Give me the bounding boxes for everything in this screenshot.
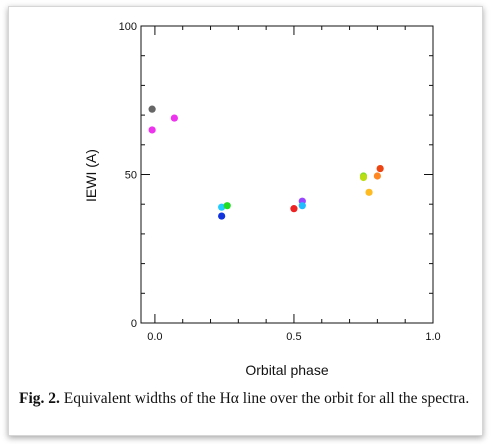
data-point xyxy=(298,202,306,210)
scatter-chart: 0.0 0.5 1.0 0 50 100 Orbital phase IEWI (A) xyxy=(83,21,441,378)
caption-text: Equivalent widths of the Hα line over th… xyxy=(59,390,470,407)
data-point xyxy=(223,202,231,210)
data-point xyxy=(218,203,226,211)
plot-frame xyxy=(140,25,434,324)
x-tick-label: 1.0 xyxy=(425,331,440,343)
data-point xyxy=(290,205,298,213)
data-point xyxy=(148,126,156,134)
caption-label: Fig. 2. xyxy=(19,390,60,407)
figure-card: 0.0 0.5 1.0 0 50 100 Orbital phase IEWI (A) F… xyxy=(8,6,483,436)
data-point xyxy=(373,172,381,180)
data-point xyxy=(365,188,373,196)
x-tick-label: 0.0 xyxy=(147,331,162,343)
y-tick-label: 100 xyxy=(119,21,137,33)
y-axis-label: IEWI (A) xyxy=(83,149,99,202)
data-point xyxy=(218,212,226,220)
data-point xyxy=(359,173,368,182)
data-points xyxy=(148,105,384,220)
data-point xyxy=(376,164,384,173)
data-point xyxy=(148,105,156,113)
x-axis-label: Orbital phase xyxy=(245,362,328,378)
x-tick-label: 0.5 xyxy=(286,331,301,343)
y-tick-label: 0 xyxy=(131,318,137,330)
data-point xyxy=(170,114,178,122)
axes: 0.0 0.5 1.0 0 50 100 xyxy=(119,21,441,343)
y-tick-label: 50 xyxy=(125,170,137,182)
figure-caption: Fig. 2. Equivalent widths of the Hα line… xyxy=(19,389,474,408)
